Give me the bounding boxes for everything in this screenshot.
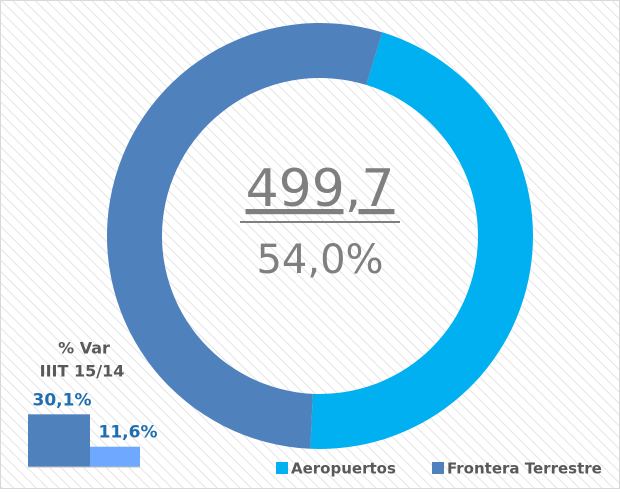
- legend-label: Aeropuertos: [291, 460, 396, 478]
- bar: [90, 446, 140, 467]
- bar-title: % Var: [58, 339, 110, 358]
- bar: [28, 414, 90, 467]
- legend-swatch: [276, 462, 288, 474]
- bar-value-label: 11,6%: [99, 423, 158, 443]
- donut-slice: [107, 22, 383, 449]
- donut-slice: [310, 32, 533, 450]
- center-value: 499,7: [246, 159, 395, 219]
- center-share: 54,0%: [256, 237, 383, 283]
- legend-label: Frontera Terrestre: [447, 460, 602, 478]
- legend-swatch: [432, 462, 444, 474]
- bar-title: IIIT 15/14: [40, 362, 125, 381]
- bar-value-label: 30,1%: [33, 390, 92, 410]
